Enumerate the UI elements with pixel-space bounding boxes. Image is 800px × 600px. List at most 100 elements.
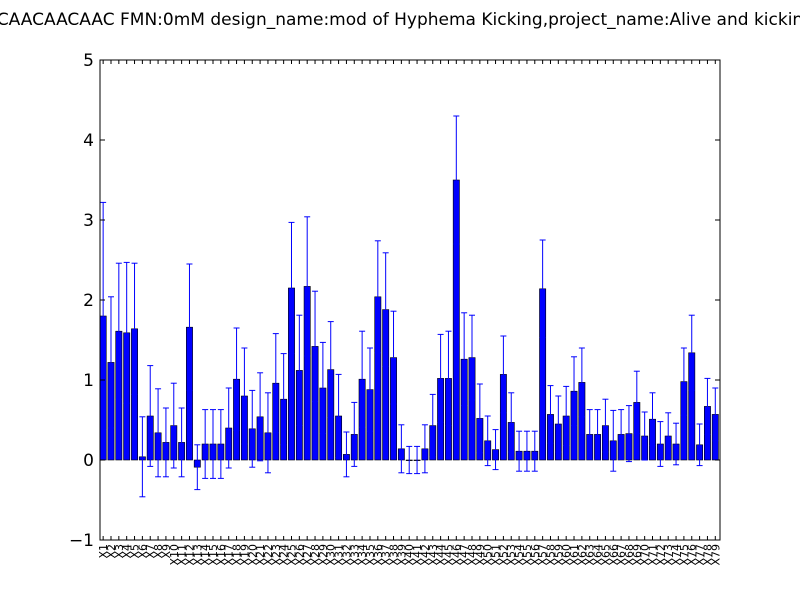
error-bar-x35: [366, 347, 373, 432]
x-tick-label: X66: [607, 544, 620, 566]
error-bar-x3: [115, 262, 122, 400]
x-tick-label: X36: [372, 544, 385, 566]
error-bar-x30: [327, 321, 334, 419]
x-tick-label: X78: [701, 544, 714, 566]
x-tick-label: X56: [529, 544, 542, 566]
error-bar-x42: [421, 424, 428, 474]
error-bar-x6: [139, 416, 146, 498]
error-bar-x45: [445, 330, 452, 427]
x-tick-label: X9: [160, 544, 173, 559]
x-tick-label: X58: [544, 544, 557, 566]
x-tick-label: X1: [97, 544, 110, 559]
error-bar-x37: [382, 252, 389, 367]
x-tick-label: X35: [364, 544, 377, 566]
x-tick-label: X15: [207, 544, 220, 566]
x-tick-label: X10: [168, 544, 181, 566]
error-bar-x11: [178, 407, 185, 478]
x-tick-label: X39: [395, 544, 408, 566]
error-bar-x49: [476, 383, 483, 454]
x-tick-label: X24: [278, 544, 291, 566]
x-tick-label: X67: [615, 544, 628, 566]
error-bar-x18: [233, 327, 240, 431]
error-bar-x26: [296, 314, 303, 427]
x-tick-label: X70: [639, 544, 652, 566]
y-tick-label: 2: [83, 291, 94, 311]
error-bar-x72: [657, 421, 664, 467]
error-bar-x63: [586, 409, 593, 460]
x-tick-label: X18: [231, 544, 244, 566]
x-tick-label: X41: [411, 544, 424, 566]
error-bar-x4: [123, 261, 130, 404]
x-tick-label: X12: [183, 544, 196, 566]
x-tick-label: X42: [419, 544, 432, 566]
x-tick-label: X20: [246, 544, 259, 566]
x-tick-label: X23: [270, 544, 283, 566]
chart-title: CAACAACAAC FMN:0mM design_name:mod of Hy…: [0, 10, 800, 30]
error-bar-x44: [437, 333, 444, 423]
error-bar-x20: [249, 389, 256, 468]
x-tick-label: X53: [505, 544, 518, 566]
x-tick-label: X64: [592, 544, 605, 566]
y-tick-label: −1: [69, 531, 94, 551]
error-bar-x25: [288, 221, 295, 355]
y-tick-label: 1: [83, 371, 94, 391]
error-bars-group: [100, 115, 719, 498]
error-bar-x15: [210, 409, 217, 479]
x-tick-label: X16: [215, 544, 228, 566]
error-bar-x59: [555, 395, 562, 453]
x-tick-label: X55: [521, 544, 534, 566]
error-bar-x50: [484, 415, 491, 467]
error-bar-x7: [147, 365, 154, 467]
error-bar-x36: [374, 240, 381, 354]
x-tick-label: X76: [686, 544, 699, 566]
plot-area-frame: [99, 59, 721, 541]
x-axis: X1X2X3X4X5X6X7X8X9X10X11X12X13X14X15X16X…: [97, 60, 722, 566]
x-tick-label: X44: [435, 544, 448, 566]
error-bar-x48: [469, 314, 475, 401]
x-tick-label: X33: [348, 544, 361, 566]
x-tick-label: X48: [466, 544, 479, 566]
error-bar-x16: [217, 409, 224, 479]
x-tick-label: X75: [678, 544, 691, 566]
x-tick-label: X59: [552, 544, 565, 566]
error-bar-x8: [155, 388, 162, 478]
error-bar-x33: [351, 401, 358, 467]
x-tick-label: X34: [356, 544, 369, 566]
x-tick-label: X46: [450, 544, 463, 566]
x-tick-label: X68: [623, 544, 636, 566]
error-bar-x47: [461, 312, 468, 407]
error-bar-x29: [319, 341, 326, 435]
error-bar-x17: [225, 387, 232, 469]
x-tick-label: X69: [631, 544, 644, 566]
x-tick-label: X73: [662, 544, 675, 566]
y-tick-label: 3: [83, 211, 94, 231]
x-tick-label: X14: [199, 544, 212, 566]
x-tick-label: X21: [254, 544, 267, 566]
x-tick-label: X77: [694, 544, 707, 566]
x-tick-label: X28: [309, 544, 322, 566]
x-tick-label: X4: [121, 544, 134, 559]
error-bar-x38: [390, 310, 397, 405]
x-tick-label: X38: [388, 544, 401, 566]
error-bar-x61: [571, 356, 578, 427]
error-bar-x19: [241, 347, 248, 445]
x-tick-label: X3: [113, 544, 126, 559]
x-tick-label: X32: [340, 544, 353, 566]
error-bar-x12: [186, 263, 193, 391]
error-bar-x21: [257, 372, 264, 462]
error-bar-x22: [264, 392, 271, 474]
error-bar-x34: [359, 330, 366, 428]
error-bar-x57: [539, 239, 546, 339]
y-tick-label: 4: [83, 131, 94, 151]
x-tick-label: X71: [647, 544, 660, 566]
x-tick-label: X27: [301, 544, 314, 566]
error-bar-x76: [688, 314, 695, 391]
error-bar-x10: [170, 382, 177, 469]
x-tick-label: X50: [482, 544, 495, 566]
error-bar-x39: [398, 424, 405, 474]
error-bar-x73: [665, 412, 672, 460]
y-tick-label: 5: [83, 51, 94, 71]
error-bar-x71: [649, 392, 656, 447]
x-tick-label: X52: [497, 544, 510, 566]
x-tick-label: X19: [238, 544, 251, 566]
